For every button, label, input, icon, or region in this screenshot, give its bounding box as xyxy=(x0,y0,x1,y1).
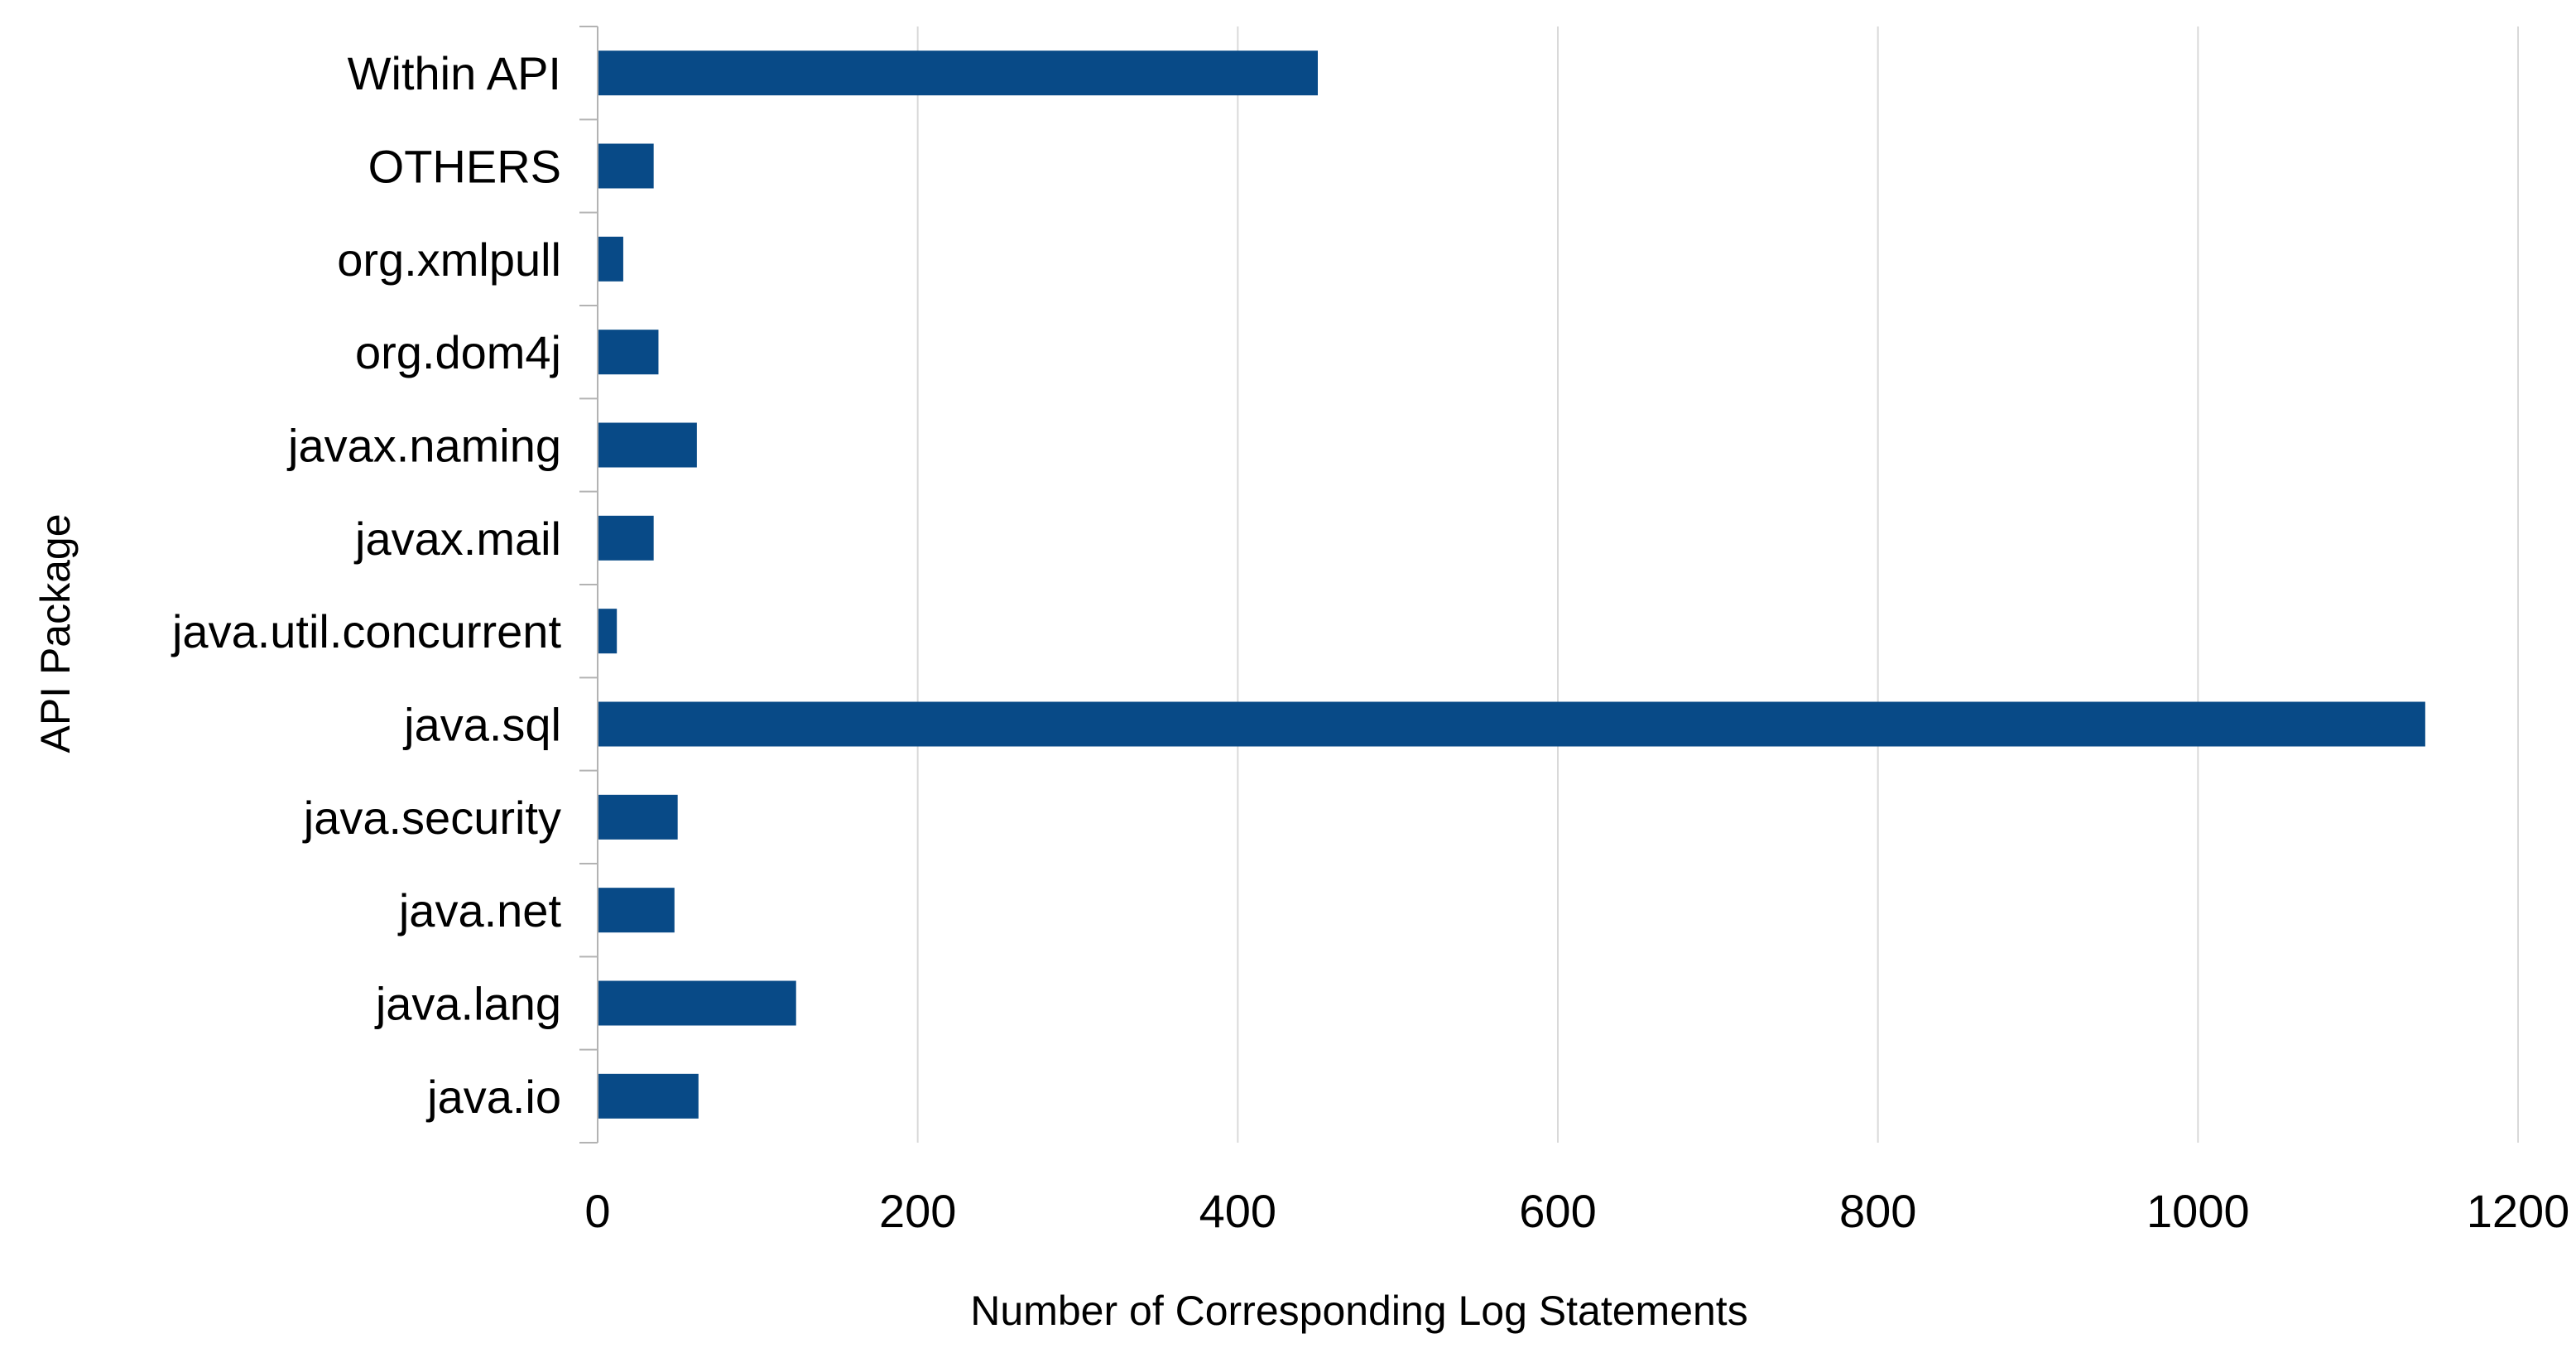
bar xyxy=(598,1073,699,1119)
y-category-label: OTHERS xyxy=(368,141,561,193)
y-category-label: org.xmlpull xyxy=(337,234,561,286)
y-category-label: javax.naming xyxy=(286,420,561,472)
x-tick-label: 0 xyxy=(584,1185,610,1237)
y-axis-title: API Package xyxy=(32,513,79,753)
bar xyxy=(598,609,618,654)
bar xyxy=(598,236,623,282)
y-category-label: java.lang xyxy=(374,978,561,1030)
x-tick-labels: 0 200 400 600 800 1000 1200 xyxy=(584,1185,2569,1237)
bar xyxy=(598,422,697,468)
bar xyxy=(598,330,659,375)
bar xyxy=(598,794,678,840)
x-tick-label: 1200 xyxy=(2467,1185,2570,1237)
bar xyxy=(598,143,654,189)
category-labels: Within API OTHERS org.xmlpull org.dom4j java… xyxy=(171,47,561,1123)
x-tick-label: 200 xyxy=(879,1185,956,1237)
bar xyxy=(598,888,675,933)
bar xyxy=(598,51,1318,96)
bars xyxy=(598,51,2425,1119)
bar xyxy=(598,515,654,561)
y-category-label: java.io xyxy=(425,1071,561,1123)
y-category-label: java.security xyxy=(302,792,561,844)
x-tick-label: 1000 xyxy=(2146,1185,2250,1237)
y-category-label: java.util.concurrent xyxy=(171,605,561,657)
x-tick-label: 600 xyxy=(1519,1185,1596,1237)
y-category-label: javax.mail xyxy=(353,513,561,565)
bar xyxy=(598,980,796,1026)
y-category-label: java.sql xyxy=(402,699,561,751)
x-axis-title: Number of Corresponding Log Statements xyxy=(970,1288,1747,1334)
x-tick-label: 400 xyxy=(1199,1185,1276,1237)
y-category-label: org.dom4j xyxy=(355,326,561,378)
axes xyxy=(579,26,598,1144)
y-category-label: java.net xyxy=(397,884,562,937)
gridlines xyxy=(916,26,2519,1143)
x-tick-label: 800 xyxy=(1839,1185,1916,1237)
y-category-label: Within API xyxy=(348,47,561,99)
bar xyxy=(598,701,2425,747)
